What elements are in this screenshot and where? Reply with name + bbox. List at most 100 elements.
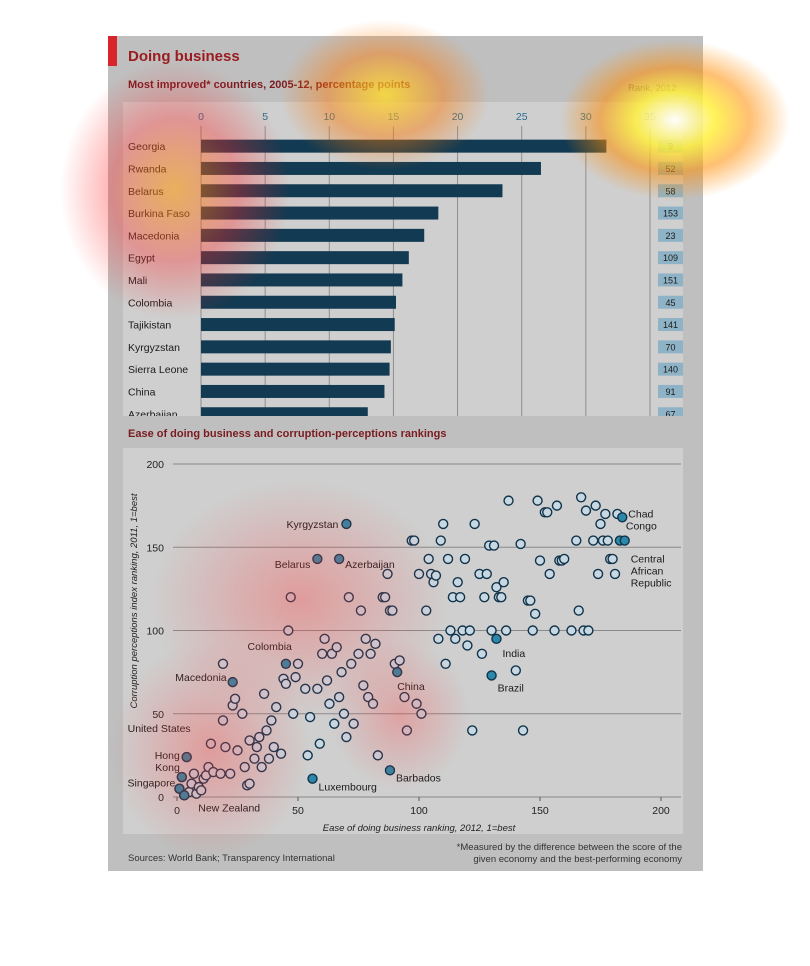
highlighted-point [280, 658, 292, 669]
data-point [423, 553, 434, 565]
highlighted-point [384, 765, 396, 776]
data-point [239, 761, 250, 773]
data-point [532, 495, 543, 506]
data-point [285, 592, 296, 603]
x-tick-label: 150 [531, 805, 549, 817]
data-point [271, 701, 282, 713]
rank-box [658, 318, 683, 332]
highlighted-point [486, 670, 497, 681]
data-point [316, 648, 328, 660]
point-label: Brazil [498, 682, 524, 694]
data-point [559, 553, 570, 565]
highlighted-point [333, 553, 345, 565]
data-point [292, 658, 304, 669]
data-point [205, 738, 217, 749]
data-point [331, 641, 342, 653]
footnote-line-2: given economy and the best-performing ec… [473, 854, 682, 865]
data-point [249, 753, 260, 764]
rank-box [658, 384, 683, 398]
data-point [544, 568, 555, 580]
data-point [525, 595, 536, 606]
data-point [329, 718, 340, 729]
data-point [416, 708, 427, 719]
rank-value: 141 [663, 320, 678, 330]
bar [201, 384, 385, 398]
data-point [479, 592, 490, 603]
data-point [452, 577, 463, 588]
point-label: New Zealand [198, 802, 260, 814]
data-point [341, 731, 352, 743]
data-point [290, 671, 301, 683]
bar [201, 407, 368, 416]
scatter-chart: 0 50 100 150 200 0 50 100 150 200 Ease of doing bu… [123, 448, 683, 834]
rank-box [658, 206, 683, 220]
data-point [355, 605, 367, 616]
data-point [195, 785, 207, 796]
data-point [266, 715, 277, 726]
data-point [304, 711, 316, 723]
data-point [486, 625, 497, 636]
data-point [421, 605, 432, 616]
data-point [215, 768, 226, 779]
data-point [445, 625, 456, 636]
rank-box [658, 228, 683, 242]
point-label: Kyrgyzstan [286, 519, 338, 531]
data-point [217, 715, 229, 726]
data-point [469, 518, 480, 530]
point-label: African [631, 566, 664, 578]
data-point [336, 666, 347, 678]
data-point [575, 492, 587, 503]
data-point [263, 753, 275, 764]
data-point [324, 698, 335, 709]
category-label: China [128, 386, 156, 398]
x-axis-label: Ease of doing business ranking, 2012, 1=… [323, 823, 516, 834]
x-tick-label: 50 [292, 805, 304, 817]
data-point [401, 725, 413, 736]
y-tick-label: 150 [146, 542, 164, 554]
data-point [500, 625, 512, 636]
highlighted-point [227, 676, 238, 688]
data-point [353, 648, 364, 660]
data-point [413, 568, 425, 580]
data-point [258, 688, 270, 699]
data-point [319, 633, 330, 645]
point-label: Republic [631, 578, 672, 590]
x-tick-label: 100 [410, 805, 428, 817]
y-tick-label: 100 [146, 626, 164, 638]
category-label: Sierra Leone [128, 364, 188, 376]
data-point [343, 592, 355, 603]
data-point [607, 553, 618, 565]
data-point [440, 658, 451, 669]
point-label: Kong [155, 762, 180, 774]
rank-value: 70 [665, 342, 675, 352]
rank-value: 91 [665, 387, 675, 397]
point-label: Luxembourg [319, 782, 378, 794]
data-point [280, 678, 292, 689]
data-point [464, 625, 476, 636]
data-point [360, 633, 371, 645]
data-point [244, 778, 255, 789]
rank-box [658, 407, 683, 416]
y-tick-label: 200 [146, 459, 164, 471]
rank-value: 67 [665, 409, 675, 416]
x-tick-label: 200 [652, 805, 670, 817]
x-tick-label: 0 [174, 805, 180, 817]
data-point [321, 675, 333, 686]
data-point [382, 568, 393, 580]
scatter-chart-subtitle: Ease of doing business and corruption-pe… [128, 428, 447, 440]
data-point [503, 495, 514, 506]
data-point [588, 535, 599, 546]
data-point [580, 505, 592, 516]
data-point [435, 535, 446, 546]
data-point [542, 507, 553, 518]
data-point [302, 750, 313, 761]
data-point [450, 633, 461, 645]
point-label: Macedonia [175, 672, 227, 684]
data-point [346, 658, 357, 669]
data-point [609, 568, 621, 580]
data-point [459, 553, 471, 565]
rank-value: 153 [663, 209, 678, 219]
data-point [370, 638, 381, 650]
data-point [467, 725, 478, 736]
rank-value: 23 [665, 231, 675, 241]
